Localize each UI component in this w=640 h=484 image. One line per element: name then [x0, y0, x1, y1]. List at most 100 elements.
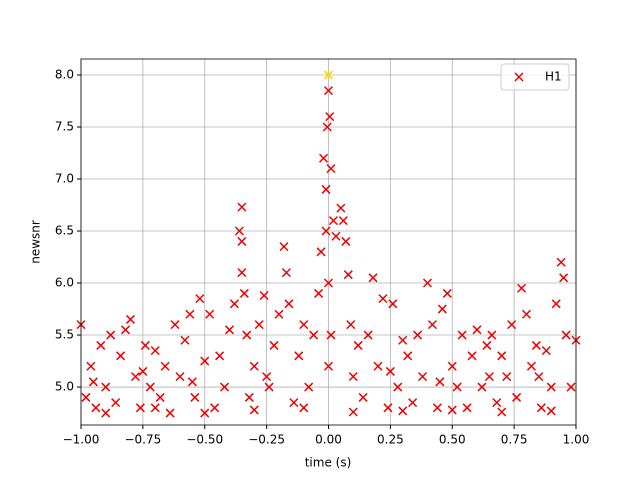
scatter-point — [325, 112, 335, 122]
scatter-point — [373, 361, 383, 371]
y-tick-label: 7.0 — [55, 172, 74, 186]
scatter-point — [323, 86, 334, 96]
legend-box — [500, 63, 570, 91]
scatter-point — [111, 398, 121, 408]
scatter-point — [484, 372, 494, 382]
scatter-point — [175, 372, 185, 382]
scatter-point — [200, 408, 210, 418]
scatter-point — [546, 382, 556, 392]
scatter-point — [343, 270, 353, 280]
scatter-point — [512, 392, 522, 402]
scatter-point — [121, 325, 131, 335]
scatter-point — [536, 403, 546, 413]
scatter-point — [304, 382, 314, 392]
scatter-point — [160, 361, 170, 371]
scatter-point — [237, 202, 247, 212]
scatter-point — [321, 226, 331, 236]
scatter-point — [437, 304, 447, 314]
scatter-point — [269, 340, 279, 350]
scatter-point — [249, 361, 259, 371]
scatter-point — [274, 309, 284, 319]
scatter-point — [348, 372, 358, 382]
x-tick-label: 0.25 — [377, 433, 404, 447]
scatter-point — [254, 320, 264, 330]
scatter-point — [299, 320, 309, 330]
y-tick-label: 5.0 — [55, 380, 74, 394]
scatter-point — [294, 351, 304, 361]
scatter-point — [531, 340, 541, 350]
scatter-point — [556, 257, 566, 267]
scatter-point — [418, 372, 428, 382]
scatter-point — [447, 405, 457, 415]
scatter-point — [427, 320, 437, 330]
scatter-point — [566, 382, 576, 392]
scatter-point — [388, 299, 398, 309]
scatter-point — [442, 288, 452, 298]
scatter-point — [363, 330, 373, 340]
x-tick-label: −1.00 — [63, 433, 100, 447]
scatter-point — [249, 405, 259, 415]
scatter-point — [81, 392, 91, 402]
scatter-point — [259, 290, 269, 301]
scatter-point — [482, 340, 492, 350]
scatter-point — [319, 153, 329, 163]
scatter-point — [86, 361, 96, 371]
scatter-point — [346, 320, 356, 330]
scatter-point — [229, 299, 239, 309]
scatter-point — [492, 398, 502, 408]
scatter-point — [358, 392, 368, 402]
scatter-point — [91, 403, 101, 413]
scatter-point — [239, 288, 249, 298]
legend-label: H1 — [545, 70, 562, 84]
scatter-point — [187, 377, 197, 387]
scatter-point — [497, 351, 507, 361]
scatter-point — [368, 273, 378, 283]
scatter-point — [561, 330, 571, 340]
scatter-point — [323, 361, 334, 371]
legend: H1 — [500, 63, 570, 91]
scatter-point — [284, 299, 294, 309]
scatter-point — [422, 278, 433, 288]
scatter-point — [101, 382, 111, 392]
scatter-point — [106, 330, 116, 340]
scatter-point — [322, 122, 332, 132]
scatter-point — [237, 236, 247, 246]
scatter-point — [534, 372, 544, 382]
scatter-point — [125, 314, 136, 324]
scatter-point — [150, 346, 160, 356]
x-tick-label: −0.25 — [248, 433, 285, 447]
scatter-point — [477, 382, 487, 392]
scatter-point — [348, 407, 358, 417]
scatter-point — [398, 335, 408, 345]
scatter-point — [314, 288, 324, 298]
scatter-point — [502, 372, 512, 382]
scatter-point — [135, 403, 145, 413]
scatter-point — [234, 226, 244, 236]
x-tick-label: −0.75 — [124, 433, 161, 447]
y-axis-label: newsnr — [29, 220, 43, 264]
scatter-point — [321, 184, 331, 194]
scatter-point — [190, 392, 200, 402]
scatter-point — [497, 407, 507, 417]
scatter-point — [101, 408, 111, 418]
scatter-point — [462, 403, 472, 413]
x-tick-label: −0.50 — [186, 433, 223, 447]
scatter-point — [224, 325, 235, 335]
scatter-point — [452, 382, 462, 392]
y-tick-label: 7.5 — [55, 120, 74, 134]
scatter-point — [145, 382, 155, 392]
scatter-point — [150, 403, 160, 413]
scatter-point — [472, 325, 482, 335]
scatter-point — [316, 247, 326, 257]
scatter-point — [487, 330, 497, 340]
scatter-point — [170, 320, 180, 330]
y-tick-label: 5.5 — [55, 328, 74, 342]
scatter-point — [262, 372, 272, 382]
scatter-point — [403, 351, 413, 361]
scatter-point — [180, 335, 190, 345]
scatter-point — [378, 294, 388, 304]
scatter-point — [165, 408, 175, 418]
scatter-point — [309, 330, 319, 340]
scatter-point — [264, 382, 274, 392]
